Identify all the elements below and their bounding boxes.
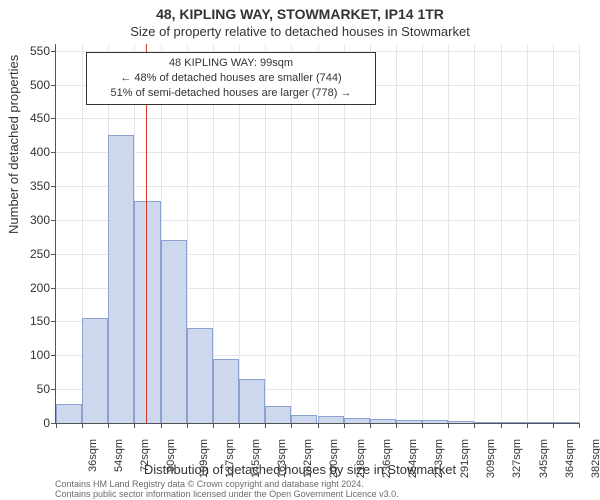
annotation-line3: 51% of semi-detached houses are larger (… (93, 86, 369, 101)
histogram-bar (318, 416, 344, 423)
chart-title-line2: Size of property relative to detached ho… (0, 24, 600, 39)
histogram-bar (82, 318, 108, 423)
y-tick-label: 350 (8, 179, 50, 193)
histogram-bar (474, 422, 500, 423)
y-tick-label: 150 (8, 314, 50, 328)
y-tick-label: 450 (8, 111, 50, 125)
y-tick-label: 100 (8, 348, 50, 362)
y-tick-label: 250 (8, 247, 50, 261)
histogram-bar (134, 201, 160, 423)
histogram-bar (265, 406, 291, 423)
histogram-bar (108, 135, 134, 423)
histogram-bar (161, 240, 187, 423)
y-tick-label: 50 (8, 382, 50, 396)
annotation-box: 48 KIPLING WAY: 99sqm ← 48% of detached … (86, 52, 376, 105)
histogram-bar (553, 422, 579, 423)
y-tick-label: 0 (8, 416, 50, 430)
histogram-bar (239, 379, 265, 423)
y-tick-label: 400 (8, 145, 50, 159)
chart-plot-area: 48 KIPLING WAY: 99sqm ← 48% of detached … (55, 44, 579, 424)
y-tick-label: 300 (8, 213, 50, 227)
histogram-bar (291, 415, 317, 423)
histogram-bar (213, 359, 239, 423)
histogram-bar (422, 420, 448, 423)
chart-title-line1: 48, KIPLING WAY, STOWMARKET, IP14 1TR (0, 6, 600, 22)
histogram-bar (370, 419, 396, 423)
y-tick-label: 200 (8, 281, 50, 295)
credit-text: Contains HM Land Registry data © Crown c… (55, 480, 590, 500)
y-tick-label: 500 (8, 78, 50, 92)
x-axis-label: Distribution of detached houses by size … (0, 462, 600, 477)
histogram-bar (527, 422, 553, 423)
annotation-line2: ← 48% of detached houses are smaller (74… (93, 71, 369, 86)
histogram-bar (344, 418, 370, 423)
y-tick-label: 550 (8, 44, 50, 58)
credit-line2: Contains public sector information licen… (55, 490, 590, 500)
histogram-bar (56, 404, 82, 423)
histogram-bar (501, 422, 527, 423)
histogram-bar (396, 420, 422, 423)
histogram-bar (187, 328, 213, 423)
histogram-bar (448, 421, 474, 423)
annotation-line1: 48 KIPLING WAY: 99sqm (93, 56, 369, 71)
